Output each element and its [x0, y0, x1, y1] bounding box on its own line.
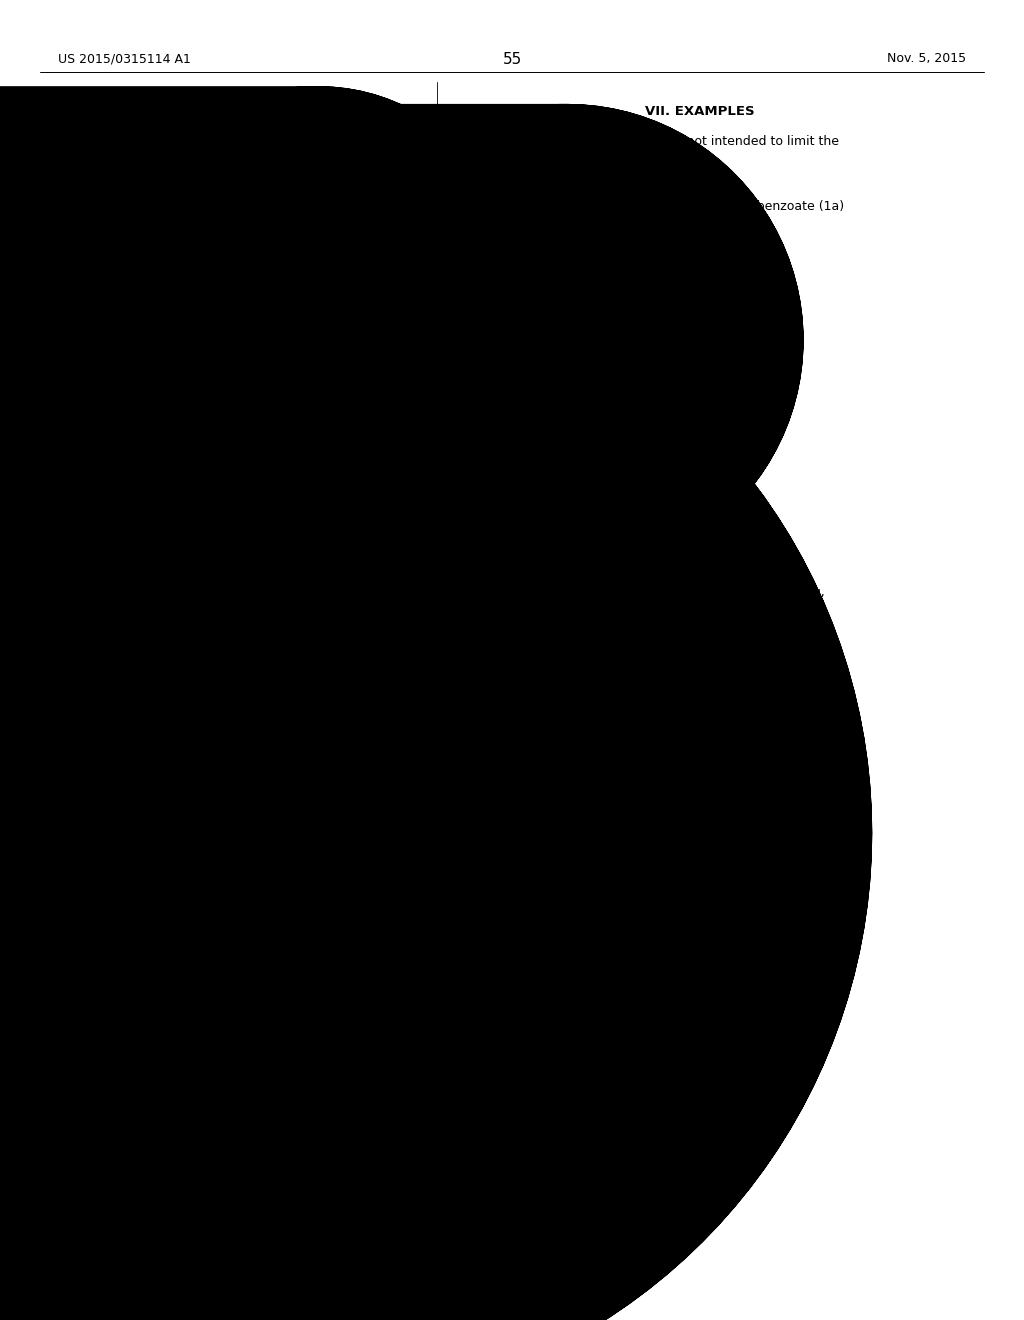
Text: 0%).: 0%).	[458, 909, 485, 923]
Text: 2) Ethyl acetate: 2) Ethyl acetate	[292, 675, 386, 686]
Text: OH: OH	[369, 374, 387, 387]
Text: O: O	[249, 176, 257, 185]
Text: ......″OTBDPS: ......″OTBDPS	[236, 843, 307, 854]
Text: The following examples are not intended to limit the: The following examples are not intended …	[510, 135, 839, 148]
Text: Et₂O, -40° C.: Et₂O, -40° C.	[292, 661, 367, 675]
Text: NO₂: NO₂	[703, 434, 726, 447]
Text: mm; flow rate 1.0 mL/min; 210 nm; mobile phase heptane: mm; flow rate 1.0 mL/min; 210 nm; mobile…	[458, 883, 813, 896]
Text: H: H	[200, 306, 208, 319]
Text: Steps A37) and A38): Steps A37) and A38)	[115, 531, 244, 543]
Text: sium bicarbonate (50 mL) and cooled to room temperature: sium bicarbonate (50 mL) and cooled to r…	[458, 694, 816, 708]
Text: romethane) afforded 11.5 g (64%) of the title compound as a: romethane) afforded 11.5 g (64%) of the …	[458, 788, 830, 801]
Text: H: H	[177, 672, 186, 685]
Text: Recrystallization (180 mL of 3:2 v/v heptane-dichlo-: Recrystallization (180 mL of 3:2 v/v hep…	[458, 775, 773, 788]
Text: MeOH: MeOH	[292, 845, 328, 858]
Text: VII. EXAMPLES: VII. EXAMPLES	[645, 106, 755, 117]
Text: HO: HO	[237, 1012, 255, 1026]
Text: ......″OTBDPS: ......″OTBDPS	[343, 437, 415, 447]
Text: 1H), 2.77 (dd, J=2.75, 4.58 Hz, 1H); MS (ESI+) m/z 291.0: 1H), 2.77 (dd, J=2.75, 4.58 Hz, 1H); MS …	[458, 855, 803, 869]
Text: US 2015/0315114 A1: US 2015/0315114 A1	[58, 51, 190, 65]
Text: -continued: -continued	[191, 100, 258, 114]
Text: Step A36): Step A36)	[314, 268, 372, 281]
Text: (16.3 g, 70.9 mmol, 1.05 equiv) added drop-wise over 20: (16.3 g, 70.9 mmol, 1.05 equiv) added dr…	[458, 640, 805, 653]
Text: (R)-oxiran-2-ylmethyl 3,5-dinitrobenzoate (1a): (R)-oxiran-2-ylmethyl 3,5-dinitrobenzoat…	[555, 201, 845, 213]
Text: J=2.20 Hz, 2H), 4.82 (dd, J=2.93, 12.45 Hz, 1H), 4.20-4.33: J=2.20 Hz, 2H), 4.82 (dd, J=2.93, 12.45 …	[458, 829, 812, 842]
Text: O: O	[240, 554, 249, 568]
Text: ¹H NMR (400 MHz, CDCl₃) δ 9.25-9.28 (m, 1H), 9.21 (d,: ¹H NMR (400 MHz, CDCl₃) δ 9.25-9.28 (m, …	[458, 816, 791, 829]
Text: OMe: OMe	[98, 1097, 125, 1110]
Text: 1: 1	[504, 348, 512, 362]
Text: H: H	[200, 267, 208, 280]
Text: reaction was quenched with addition of 10% aqueous potas-: reaction was quenched with addition of 1…	[458, 681, 826, 693]
Text: (M+Na⁺). HPLC, ChiralPak IA column (4.6×250 mm²), 5: (M+Na⁺). HPLC, ChiralPak IA column (4.6×…	[458, 870, 793, 883]
Text: Step A37): Step A37)	[292, 635, 350, 648]
Text: ......″OTBDPS: ......″OTBDPS	[236, 1053, 307, 1064]
Text: 19d: 19d	[253, 500, 276, 513]
Text: O: O	[243, 210, 251, 219]
Text: 67.5 mmol, 1.0 equiv, 99.5% ee) in anhydrous methylene: 67.5 mmol, 1.0 equiv, 99.5% ee) in anhyd…	[458, 599, 808, 612]
Text: OMe: OMe	[206, 480, 232, 492]
Text: HO: HO	[309, 360, 327, 374]
Text: scope of the present invention.: scope of the present invention.	[510, 150, 706, 162]
Text: ......″OTBDPS: ......″OTBDPS	[236, 659, 307, 669]
Text: [0418]: [0418]	[458, 135, 505, 148]
Text: 2. recrystallization: 2. recrystallization	[562, 352, 666, 362]
Text: 1) nBuLi, CuI: 1) nBuLi, CuI	[292, 648, 368, 661]
Text: were separated and the organic phase washed with 10% aque-: were separated and the organic phase was…	[458, 721, 843, 734]
Text: 1a: 1a	[652, 506, 668, 517]
Text: (80%): ethanol (20%); retention time, 27.0 min, purity (100.: (80%): ethanol (20%); retention time, 27…	[458, 896, 822, 909]
Text: K₂CO₃: K₂CO₃	[292, 832, 327, 845]
Text: (m, 1H), 3.42 (tdd, J=2.61, 4.07, 6.82 Hz, 1H), 2.92-3.04 (m,: (m, 1H), 3.42 (tdd, J=2.61, 4.07, 6.82 H…	[458, 842, 823, 855]
Text: O: O	[592, 465, 601, 478]
Text: white solid that was shown to be 99.4% e.e. by chiral HPLC.: white solid that was shown to be 99.4% e…	[458, 762, 821, 775]
Text: THF: THF	[314, 294, 337, 308]
Text: OH: OH	[538, 348, 556, 362]
Text: minutes as a solution in anhydrous methylene chloride (50: minutes as a solution in anhydrous methy…	[458, 653, 816, 667]
Text: H: H	[177, 631, 186, 644]
Text: [0417]: [0417]	[60, 531, 106, 543]
Text: by filtration through a plug of silica gel giving 14.69 g of a: by filtration through a plug of silica g…	[458, 748, 813, 762]
Text: Step A38): Step A38)	[292, 818, 350, 832]
Text: AcO: AcO	[234, 803, 258, 814]
Text: 22e: 22e	[146, 1117, 170, 1130]
Text: DI H₂O: DI H₂O	[292, 858, 331, 871]
Text: Nov. 5, 2015: Nov. 5, 2015	[887, 51, 966, 65]
Text: Example 1: Example 1	[665, 178, 735, 191]
Text: while stirring for an additional 30 minutes. The two phases: while stirring for an additional 30 minu…	[458, 708, 816, 721]
Text: OMe: OMe	[98, 887, 125, 900]
Text: chloride (100 mL) while stirring under nitrogen. The reaction: chloride (100 mL) while stirring under n…	[458, 612, 825, 626]
Text: 1. 3,5-dinitrobenzoyl chloride,: 1. 3,5-dinitrobenzoyl chloride,	[562, 326, 729, 337]
Text: O: O	[617, 491, 627, 504]
Text: 1N Aq. HCl: 1N Aq. HCl	[314, 281, 377, 294]
Text: mL). After stirring at this temperature for 30 minutes, the: mL). After stirring at this temperature …	[458, 667, 808, 680]
Text: ous citric acid (50 mL). The organic phase was then purified: ous citric acid (50 mL). The organic pha…	[458, 734, 822, 747]
Text: NO₂: NO₂	[658, 451, 681, 465]
Text: H: H	[285, 450, 293, 462]
Text: and 4-dimethylaminopyridine (100 mg, 0.818 mmol, 0.01: and 4-dimethylaminopyridine (100 mg, 0.8…	[458, 573, 807, 586]
Text: DMAP, NEt₃, CH₂Cl₂, 0° C. to rt: DMAP, NEt₃, CH₂Cl₂, 0° C. to rt	[570, 339, 749, 348]
Text: 55: 55	[503, 51, 521, 67]
Text: O: O	[504, 298, 513, 312]
Text: 22d: 22d	[146, 907, 170, 920]
Text: Triethylamine (8.52 g mL, 84.2 mmol, 1.25 equiv): Triethylamine (8.52 g mL, 84.2 mmol, 1.2…	[458, 558, 759, 572]
Text: OMe: OMe	[98, 702, 125, 715]
Text: [0419]: [0419]	[458, 224, 505, 238]
Text: was then warmed to 30° C. and 3,5-dinitrobenzoyl chloride: was then warmed to 30° C. and 3,5-dinitr…	[458, 627, 816, 639]
Text: H: H	[177, 817, 186, 829]
Text: ......″OTBDPS: ......″OTBDPS	[258, 294, 330, 304]
Text: 18f: 18f	[170, 356, 190, 370]
Text: H: H	[285, 409, 293, 422]
Text: H: H	[177, 857, 186, 870]
Text: equiv) were added to a solution of (S)-(−)-glycidol 1 (5.00 g,: equiv) were added to a solution of (S)-(…	[458, 586, 824, 599]
Text: [0420]: [0420]	[458, 545, 505, 558]
Text: O: O	[550, 421, 560, 434]
Text: 21e: 21e	[146, 722, 170, 735]
Text: H: H	[177, 1067, 186, 1080]
Text: OMe: OMe	[121, 337, 147, 350]
Text: white solid. Data for 1a: Rf=0.43 (100% methylene chloride);: white solid. Data for 1a: Rf=0.43 (100% …	[458, 803, 830, 814]
Text: H: H	[177, 1027, 186, 1040]
